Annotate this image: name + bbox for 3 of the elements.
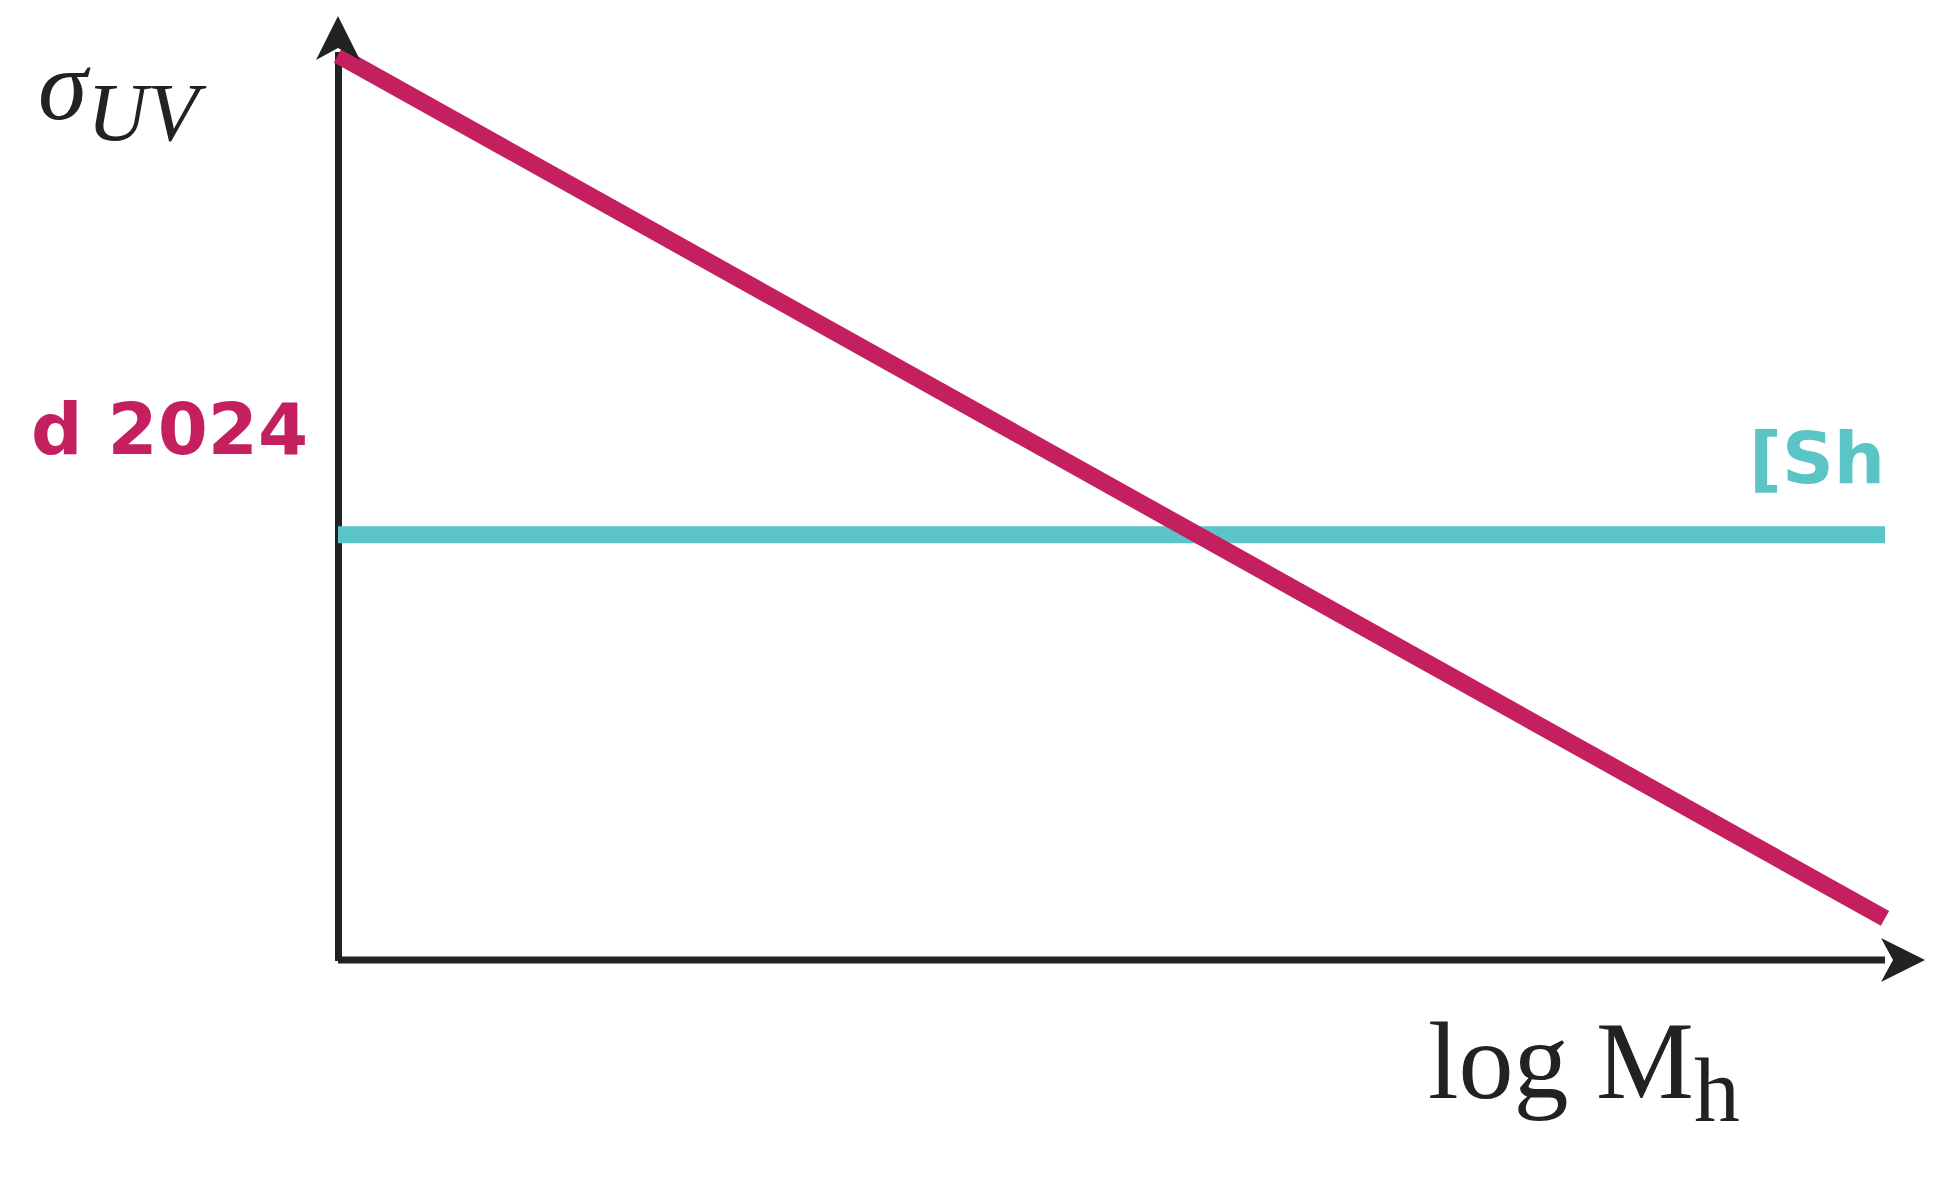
x-axis-title: log M$_{h}$ xyxy=(1428,999,1740,1143)
text: d 2024 xyxy=(31,386,308,471)
series-label: [Sh xyxy=(1748,416,1885,501)
